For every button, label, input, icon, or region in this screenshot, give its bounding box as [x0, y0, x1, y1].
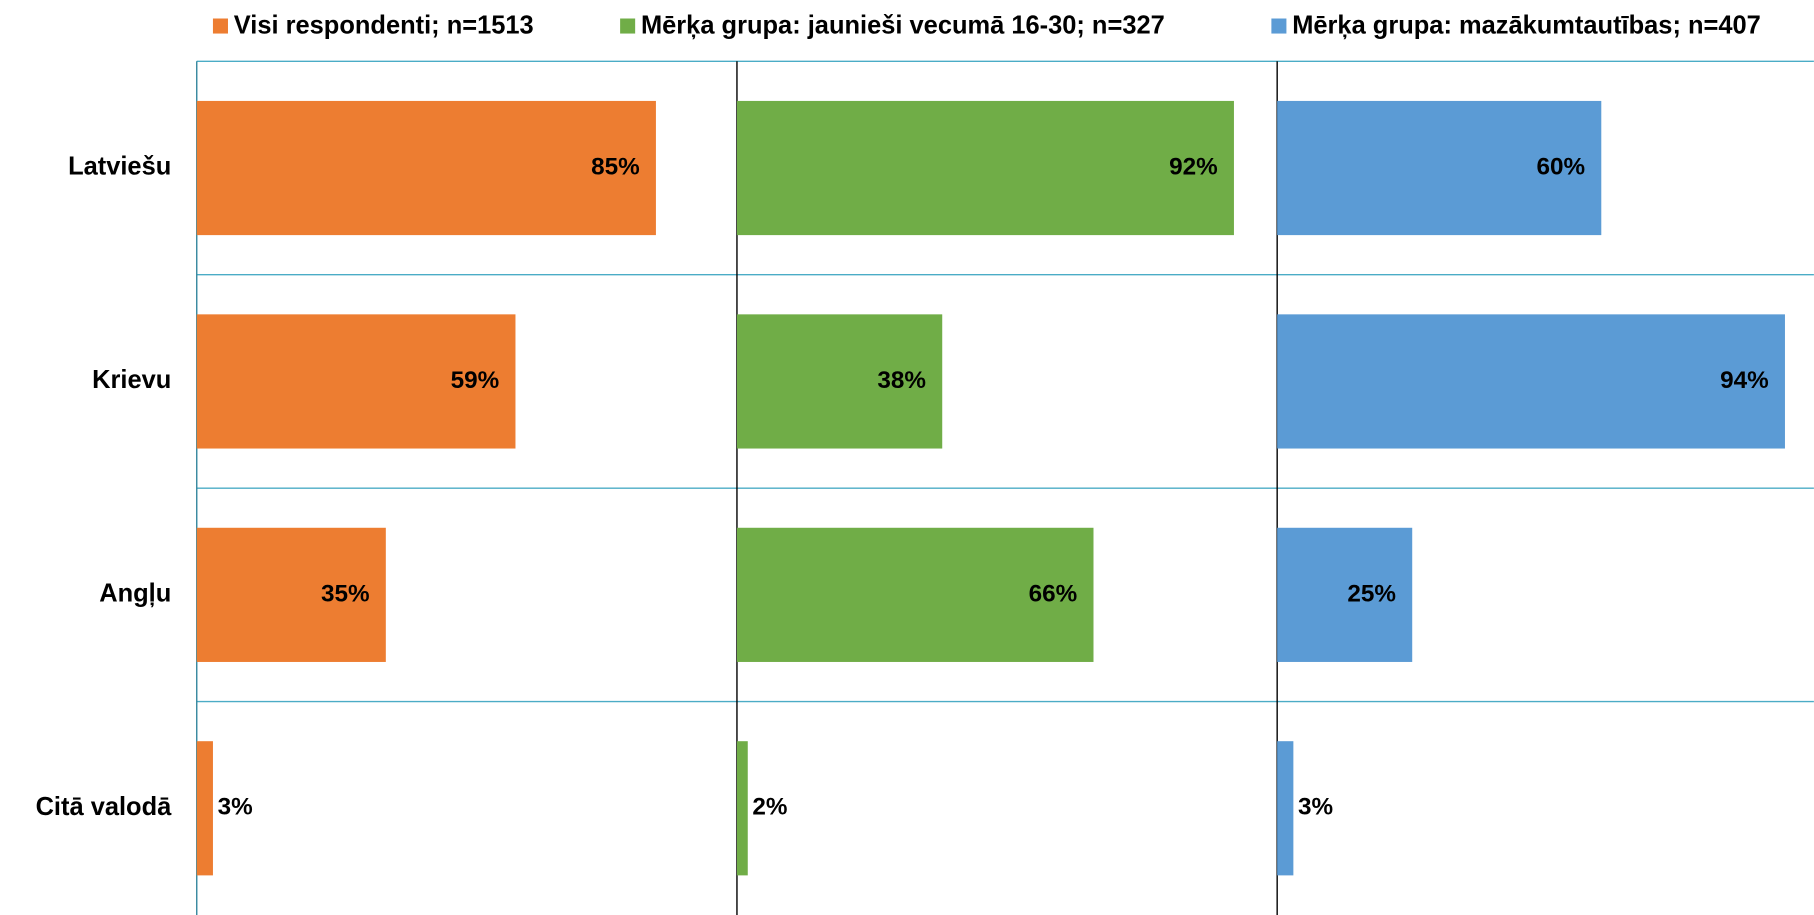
- value-label: 94%: [1720, 367, 1769, 394]
- bar: [736, 314, 943, 449]
- bar: [736, 741, 748, 876]
- value-label: 25%: [1347, 580, 1396, 607]
- bar: [196, 527, 386, 662]
- bar: [736, 100, 1234, 236]
- legend-label: Visi respondenti; n=1513: [234, 11, 534, 39]
- value-label: 2%: [752, 794, 787, 821]
- value-label: 85%: [591, 153, 640, 180]
- value-label: 59%: [451, 367, 500, 394]
- value-label: 66%: [1029, 580, 1078, 607]
- value-label: 3%: [1298, 794, 1333, 821]
- legend-swatch: [212, 18, 228, 34]
- category-label: Krievu: [92, 366, 171, 394]
- bar: [1277, 527, 1413, 662]
- legend-label: Mērķa grupa: jaunieši vecumā 16-30; n=32…: [641, 11, 1165, 39]
- bar: [1277, 100, 1602, 236]
- legend-label: Mērķa grupa: mazākumtautības; n=407: [1292, 11, 1761, 39]
- value-label: 60%: [1536, 153, 1585, 180]
- value-label: 35%: [321, 580, 370, 607]
- value-label: 92%: [1169, 153, 1218, 180]
- value-label: 38%: [877, 367, 926, 394]
- category-label: Latviešu: [68, 153, 171, 181]
- bar: [196, 314, 516, 449]
- category-label: Citā valodā: [36, 793, 173, 821]
- bar: [196, 100, 656, 236]
- legend-swatch: [1271, 18, 1287, 34]
- category-label: Angļu: [99, 580, 171, 608]
- legend-swatch: [620, 18, 636, 34]
- bar: [1277, 741, 1294, 876]
- bar: [1277, 314, 1785, 449]
- bar: [736, 527, 1094, 662]
- bar: [196, 741, 213, 876]
- value-label: 3%: [218, 794, 253, 821]
